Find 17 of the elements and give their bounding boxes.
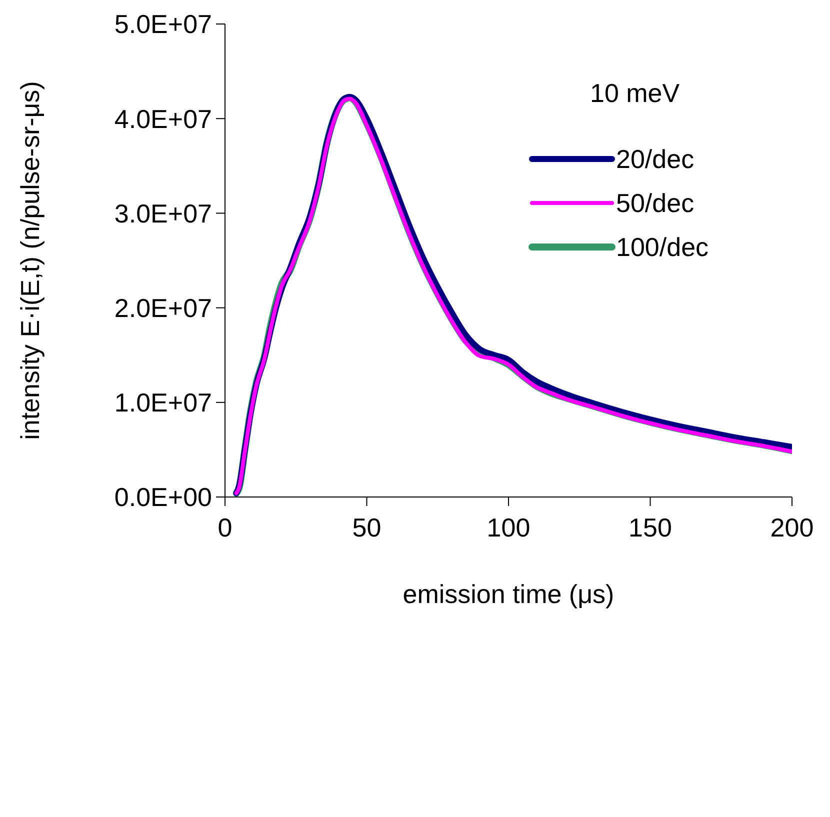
y-tick-label: 5.0E+07 (114, 9, 212, 40)
x-axis-title: emission time (μs) (402, 579, 614, 609)
y-tick-label: 1.0E+07 (114, 388, 212, 418)
x-tick-label: 100 (486, 512, 530, 542)
x-tick-label: 50 (352, 512, 382, 542)
y-tick-label: 3.0E+07 (114, 198, 212, 228)
legend-label: 20/dec (616, 144, 694, 174)
x-tick-label: 0 (218, 512, 232, 542)
legend-label: 100/dec (616, 232, 709, 262)
y-axis-title: intensity E·i(E,t) (n/pulse-sr-μs) (15, 81, 46, 440)
x-tick-label: 150 (628, 512, 672, 542)
y-tick-label: 2.0E+07 (114, 293, 212, 324)
y-tick-label: 4.0E+07 (114, 104, 212, 134)
y-tick-label: 0.0E+00 (114, 482, 212, 512)
legend-title: 10 meV (590, 78, 681, 109)
x-tick-label: 200 (770, 512, 814, 542)
legend-label: 50/dec (616, 188, 694, 218)
